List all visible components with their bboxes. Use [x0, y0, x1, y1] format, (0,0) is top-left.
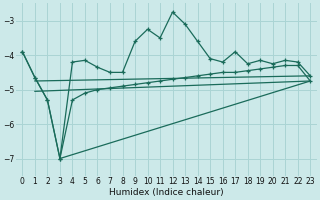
X-axis label: Humidex (Indice chaleur): Humidex (Indice chaleur): [109, 188, 224, 197]
